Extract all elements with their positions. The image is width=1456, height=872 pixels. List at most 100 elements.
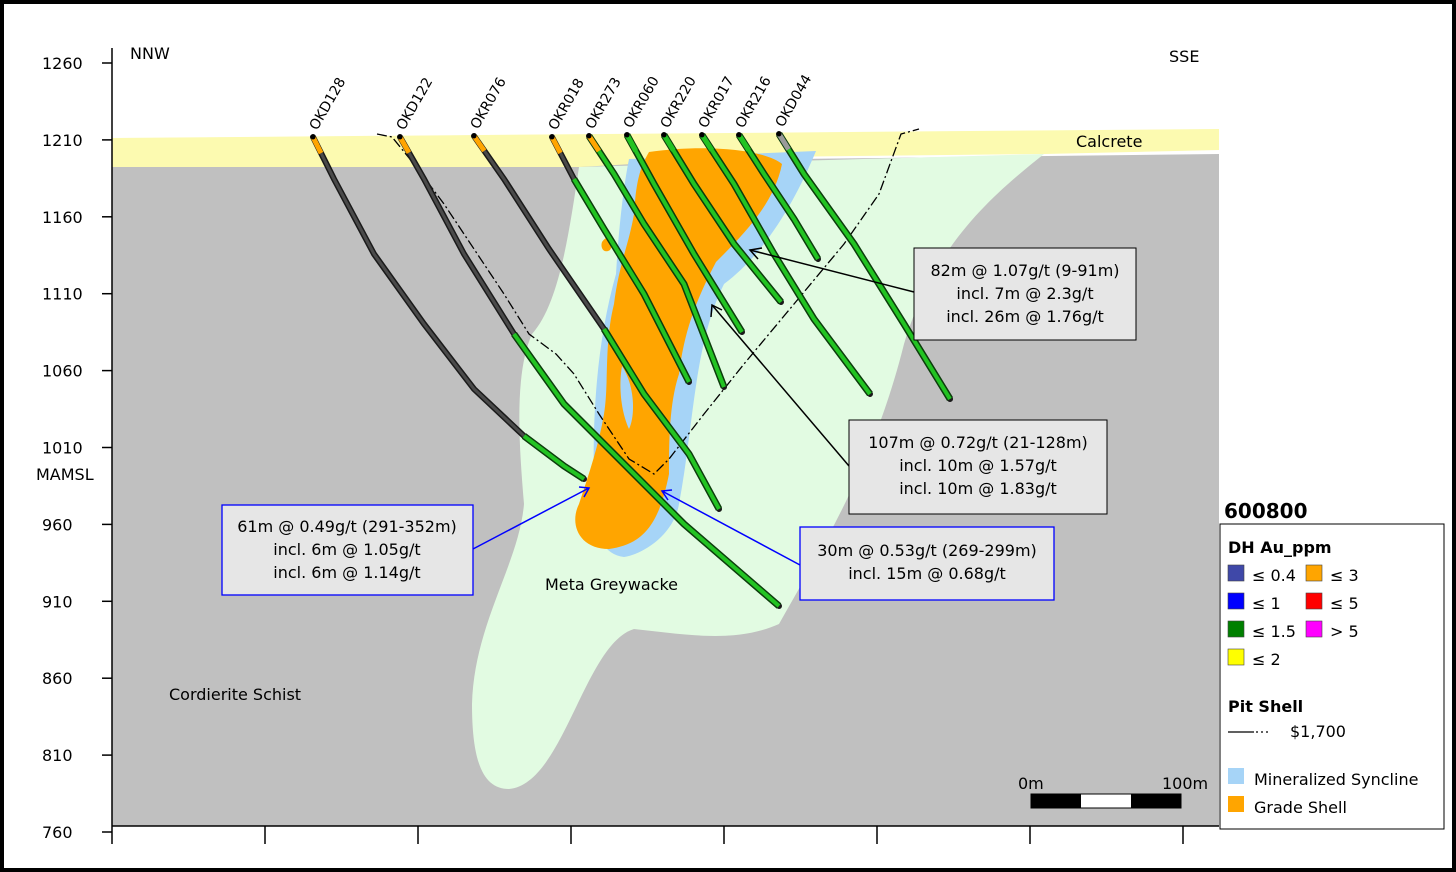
y-tick-label: 1010: [42, 439, 83, 458]
callout-4-leader: [661, 490, 801, 566]
drillhole-collar-interval: [586, 134, 601, 153]
drillhole-label: OKR216: [733, 74, 775, 131]
callout-4-line-2: incl. 15m @ 0.68g/t: [848, 564, 1006, 583]
legend-pit-label: $1,700: [1290, 722, 1346, 741]
callout-box-1: 82m @ 1.07g/t (9-91m) incl. 7m @ 2.3g/t …: [913, 247, 1137, 341]
au-legend-label: ≤ 0.4: [1252, 566, 1296, 585]
drillhole-collar: [549, 134, 555, 140]
cross-section-figure: 126012101160111010601010960910860810760 …: [36, 44, 1445, 844]
legend-au-title: DH Au_ppm: [1228, 538, 1332, 557]
callout-1-arrowhead: [748, 247, 763, 260]
drillhole-mineralized-interval: [625, 134, 744, 334]
drillhole-collar: [310, 134, 316, 140]
callout-box-3: 61m @ 0.49g/t (291-352m) incl. 6m @ 1.05…: [221, 504, 474, 596]
y-tick-label: 860: [42, 669, 73, 688]
callout-box-2: 107m @ 0.72g/t (21-128m) incl. 10m @ 1.5…: [848, 419, 1108, 515]
au-legend-swatch: [1227, 564, 1245, 582]
drillhole-mineralized-interval: [512, 332, 781, 608]
au-legend-label: ≤ 1.5: [1252, 622, 1296, 641]
drillhole-label: OKD128: [307, 75, 350, 133]
callout-2-line-1: 107m @ 0.72g/t (21-128m): [868, 433, 1088, 452]
drillhole-collar-interval: [736, 133, 751, 152]
grade-shell-area: [575, 148, 782, 550]
callout-3-line-3: incl. 6m @ 1.14g/t: [273, 563, 420, 582]
legend-grade-label: Grade Shell: [1254, 798, 1347, 817]
au-legend-swatch: [1227, 592, 1245, 610]
drillhole-collar: [661, 132, 667, 138]
drillhole-collar-interval: [471, 134, 487, 153]
callout-2-line-2: incl. 10m @ 1.57g/t: [899, 456, 1057, 475]
y-tick-label: 1210: [42, 131, 83, 150]
scale-bar: 0m 100m: [1018, 774, 1208, 809]
y-axis-label: MAMSL: [36, 465, 94, 484]
y-tick-label: 1060: [42, 362, 83, 381]
au-legend-label: > 5: [1330, 622, 1359, 641]
drillhole-mineralized-interval: [587, 134, 726, 388]
callout-3-line-1: 61m @ 0.49g/t (291-352m): [237, 517, 457, 536]
drillhole-collar: [776, 131, 782, 137]
drillhole-label: OKR220: [658, 74, 700, 131]
callout-3-leader: [472, 487, 590, 550]
pit-shell-line: [376, 128, 920, 475]
callout-1-line-1: 82m @ 1.07g/t (9-91m): [930, 261, 1119, 280]
direction-right-label: SSE: [1169, 47, 1199, 66]
callout-4-line-1: 30m @ 0.53g/t (269-299m): [817, 541, 1037, 560]
callout-3-arrowhead: [578, 486, 591, 498]
callout-4-arrowhead: [660, 489, 673, 501]
y-tick-label: 1110: [42, 285, 83, 304]
callout-1-line-3: incl. 26m @ 1.76g/t: [946, 307, 1104, 326]
callout-2-leader: [711, 304, 850, 467]
callout-2-arrowhead: [710, 303, 723, 318]
y-tick-label: 810: [42, 746, 73, 765]
drillhole-label: OKR273: [583, 75, 625, 132]
drillhole-collar: [471, 133, 477, 139]
callout-3-line-2: incl. 6m @ 1.05g/t: [273, 540, 420, 559]
y-tick-label: 1160: [42, 208, 83, 227]
drillhole-label: OKR060: [621, 74, 663, 131]
drillhole-collar: [397, 134, 403, 140]
drillhole-collar: [699, 132, 705, 138]
au-legend-items: ≤ 0.4 ≤ 1 ≤ 1.5 ≤ 2 ≤ 3 ≤ 5 > 5: [1227, 564, 1359, 669]
y-tick-group: 1260 1210 1160 1110 1060 1010 960 910 860 810 760: [42, 54, 112, 842]
drillhole-mineralized-interval: [572, 177, 691, 383]
callout-1-leader: [749, 249, 915, 293]
section-id-title: 600800: [1224, 499, 1308, 523]
meta-greywacke-label: Meta Greywacke: [545, 575, 678, 594]
drillhole-collar-interval: [776, 132, 791, 151]
drillhole-collar-interval: [624, 133, 638, 152]
drillhole-collar-interval: [549, 135, 563, 155]
au-legend-swatch: [1305, 564, 1323, 582]
scale-bar-start-label: 0m: [1018, 774, 1044, 793]
au-legend-swatch: [1227, 620, 1245, 638]
drillhole-label: OKD122: [394, 75, 437, 133]
au-legend-swatch: [1305, 620, 1323, 638]
au-legend-label: ≤ 3: [1330, 566, 1359, 585]
drillhole-collar-interval: [310, 135, 324, 155]
drillhole-collar: [624, 132, 630, 138]
y-tick-label: 960: [42, 515, 73, 534]
legend-grade-swatch: [1228, 796, 1244, 812]
cordierite-schist-label: Cordierite Schist: [169, 685, 301, 704]
callout-box-4: 30m @ 0.53g/t (269-299m) incl. 15m @ 0.6…: [799, 526, 1055, 601]
drillhole-mineralized-interval: [737, 133, 820, 261]
au-legend-swatch: [1305, 592, 1323, 610]
grade-shell-inner-hole: [620, 366, 634, 429]
drillhole-label: OKD044: [773, 72, 816, 130]
callout-1-line-2: incl. 7m @ 2.3g/t: [956, 284, 1093, 303]
legend-box: DH Au_ppm ≤ 0.4 ≤ 1 ≤ 1.5 ≤ 2 ≤ 3 ≤ 5 > 5 Pit …: [1219, 523, 1445, 830]
figure-frame: 1260 1210 1160 1110 1060 1010 960 910 860 810 760 …: [4, 4, 1452, 868]
x-tick-group: [111, 826, 1184, 844]
calcrete-label: Calcrete: [1076, 132, 1142, 151]
direction-left-label: NNW: [130, 44, 170, 63]
drillhole-mineralized-interval: [777, 132, 952, 401]
scale-bar-end-label: 100m: [1162, 774, 1208, 793]
drillhole-mineralized-interval: [662, 133, 783, 304]
drillhole-collar-interval: [397, 135, 412, 154]
au-legend-label: ≤ 5: [1330, 594, 1359, 613]
drillhole-mineralized-interval: [700, 133, 872, 396]
y-tick-label: 910: [42, 592, 73, 611]
drillhole-collar: [586, 133, 592, 139]
drillhole-mineralized-interval: [522, 434, 586, 481]
drillhole-collar-interval: [699, 133, 714, 152]
legend-syncline-label: Mineralized Syncline: [1254, 770, 1418, 789]
